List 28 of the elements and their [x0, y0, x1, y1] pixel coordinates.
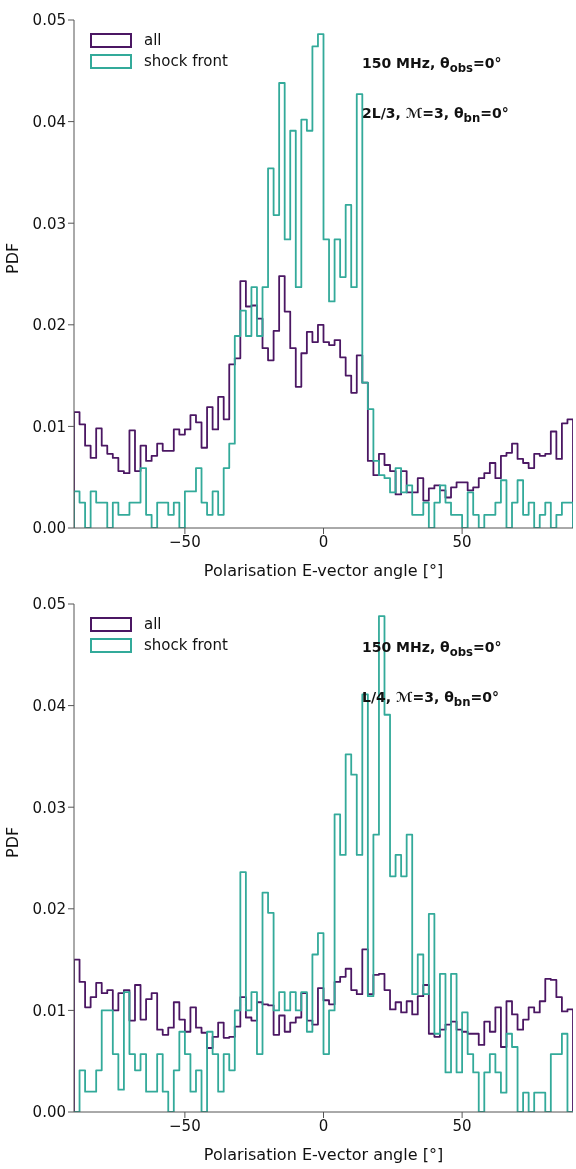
annotation: 150 MHz, θ$_{obs}$=0° — [362, 55, 502, 75]
x-tick-label: 50 — [452, 532, 472, 551]
legend-label: all — [144, 30, 162, 51]
y-tick-label: 0.05 — [32, 11, 66, 30]
x-tick-label: −50 — [169, 532, 201, 551]
x-axis-title: Polarisation E-vector angle [°] — [203, 561, 444, 580]
annotation: 2L/3, ℳ=3, θ$_{bn}$=0° — [362, 105, 509, 125]
x-tick-label: 0 — [318, 532, 329, 551]
y-tick-label: 0.01 — [32, 1001, 66, 1020]
x-tick-label: 0 — [318, 1116, 329, 1135]
y-tick-label: 0.00 — [32, 519, 66, 538]
y-axis-title: PDF — [2, 826, 22, 858]
x-axis-title: Polarisation E-vector angle [°] — [203, 1145, 444, 1164]
x-tick-label: 50 — [452, 1116, 472, 1135]
y-tick-label: 0.02 — [32, 316, 66, 335]
y-tick-label: 0.04 — [32, 696, 66, 715]
y-tick-label: 0.02 — [32, 900, 66, 919]
x-tick-label: −50 — [169, 1116, 201, 1135]
legend-label: all — [144, 614, 162, 635]
y-tick-label: 0.00 — [32, 1103, 66, 1122]
y-tick-label: 0.05 — [32, 595, 66, 614]
y-tick-label: 0.01 — [32, 417, 66, 436]
y-tick-label: 0.03 — [32, 214, 66, 233]
y-tick-label: 0.03 — [32, 798, 66, 817]
legend-label: shock front — [144, 51, 228, 72]
y-axis-title: PDF — [2, 242, 22, 274]
legend-label: shock front — [144, 635, 228, 656]
y-tick-label: 0.04 — [32, 112, 66, 131]
